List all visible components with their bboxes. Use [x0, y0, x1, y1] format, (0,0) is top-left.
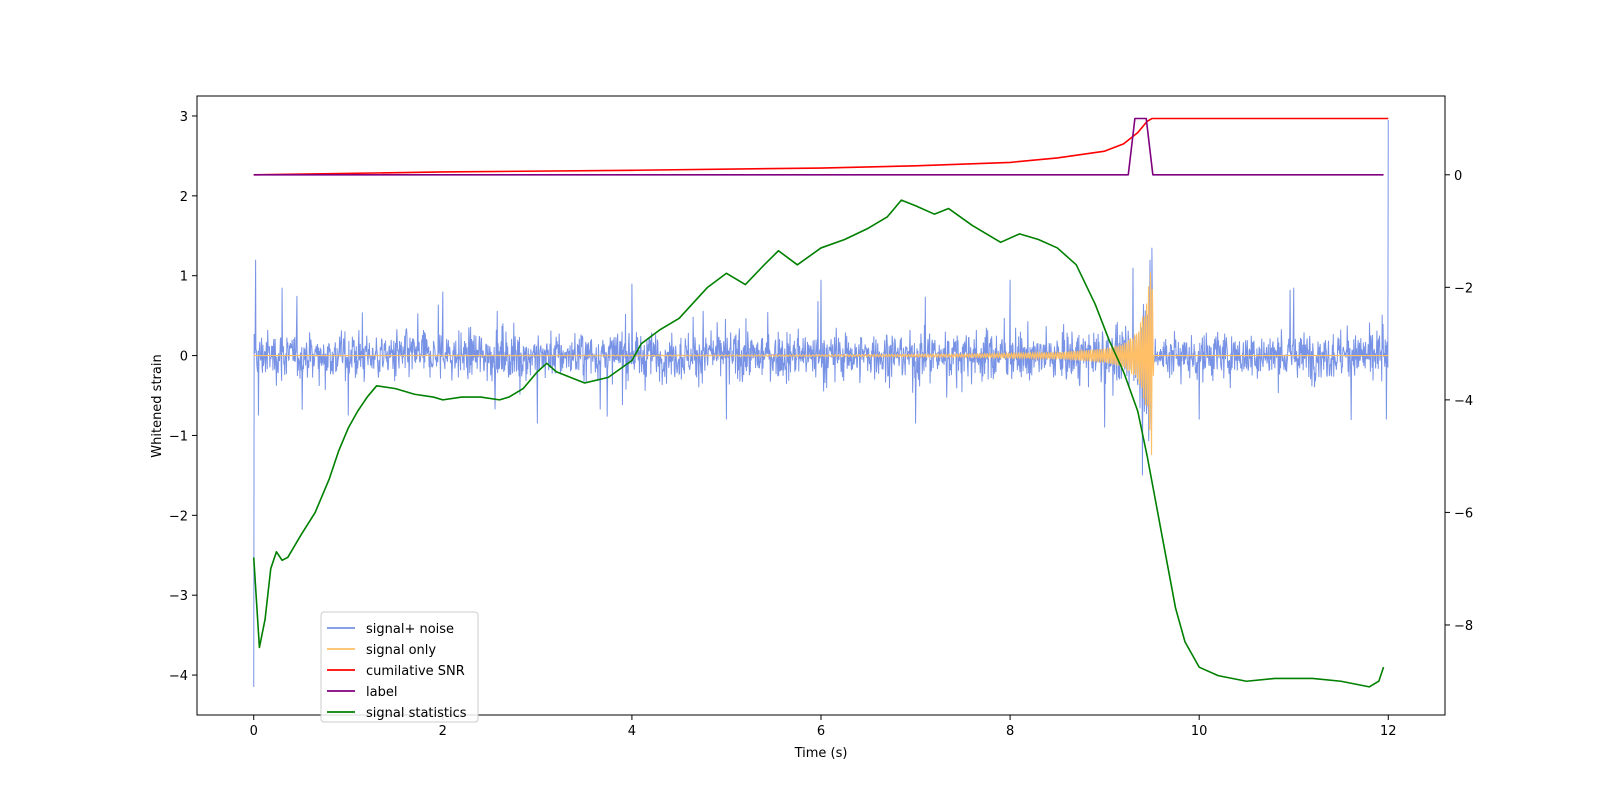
y-tick-label: 0 [180, 350, 188, 365]
y-tick-label: 2 [180, 190, 188, 205]
x-tick-label: 0 [250, 724, 258, 739]
x-tick-label: 6 [817, 724, 825, 739]
legend-item: signal+ noise [327, 622, 454, 637]
x-axis-label: Time (s) [794, 746, 848, 761]
legend-item: signal only [327, 643, 436, 658]
x-tick-label: 8 [1006, 724, 1014, 739]
legend-label: cumilative SNR [366, 664, 465, 679]
y-tick-label: 3 [180, 110, 188, 125]
x-tick-label: 2 [439, 724, 447, 739]
series-layer [252, 117, 1389, 688]
x-tick-label: 10 [1191, 724, 1208, 739]
x-tick-label: 12 [1380, 724, 1397, 739]
legend-item: cumilative SNR [327, 664, 465, 679]
y-tick-label: −2 [169, 509, 188, 524]
y-axis-right: −8 −6 −4 −2 0 [1445, 169, 1473, 634]
y-tick-label: 1 [180, 270, 188, 285]
legend-box [320, 611, 479, 723]
legend-label: signal statistics [366, 706, 467, 721]
legend-label: signal only [366, 643, 436, 658]
y2-tick-label: −8 [1454, 619, 1473, 634]
y-tick-label: −3 [169, 589, 188, 604]
series-signal-statistics [252, 199, 1385, 688]
y2-tick-label: −2 [1454, 281, 1473, 296]
y-tick-label: −4 [169, 669, 188, 684]
series-label [253, 117, 1384, 176]
legend-label: label [366, 685, 397, 700]
series-signal-only [253, 272, 1389, 456]
y2-tick-label: −6 [1454, 506, 1473, 521]
x-tick-label: 4 [628, 724, 636, 739]
legend-label: signal+ noise [366, 622, 454, 637]
series-signal-noise [253, 119, 1389, 688]
y-axis-left: −4 −3 −2 −1 0 1 2 3 [169, 110, 197, 684]
legend-item: signal statistics [327, 706, 467, 721]
y-axis-label: Whitened strain [150, 354, 165, 457]
legend: signal+ noise signal only cumilative SNR la… [320, 611, 479, 723]
legend-item: label [327, 685, 397, 700]
y2-tick-label: −4 [1454, 394, 1473, 409]
y2-tick-label: 0 [1454, 169, 1462, 184]
y-tick-label: −1 [169, 429, 188, 444]
